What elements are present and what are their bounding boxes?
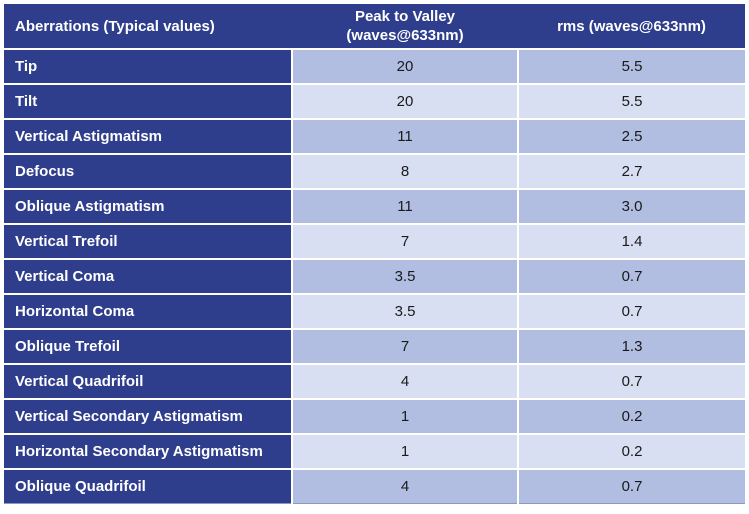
table-row: Defocus 8 2.7 <box>4 153 745 189</box>
aberrations-table: Aberrations (Typical values) Peak to Val… <box>4 4 745 504</box>
rms-value-cell: 2.7 <box>517 153 745 189</box>
rms-value-cell: 1.4 <box>517 223 745 259</box>
pv-value-cell: 1 <box>291 433 518 469</box>
table-row: Vertical Secondary Astigmatism 1 0.2 <box>4 398 745 434</box>
pv-value-cell: 3.5 <box>291 258 518 294</box>
pv-value-cell: 4 <box>291 363 518 399</box>
pv-value-cell: 3.5 <box>291 293 518 329</box>
rms-value-cell: 0.7 <box>517 293 745 329</box>
rms-value-cell: 0.7 <box>517 468 745 504</box>
table-row: Oblique Astigmatism 11 3.0 <box>4 188 745 224</box>
table-row: Tip 20 5.5 <box>4 48 745 84</box>
pv-value-cell: 1 <box>291 398 518 434</box>
header-rms: rms (waves@633nm) <box>518 4 745 49</box>
table-row: Oblique Quadrifoil 4 0.7 <box>4 468 745 504</box>
table-row: Vertical Coma 3.5 0.7 <box>4 258 745 294</box>
table-row: Vertical Astigmatism 11 2.5 <box>4 118 745 154</box>
rms-value-cell: 3.0 <box>517 188 745 224</box>
header-row: Aberrations (Typical values) Peak to Val… <box>4 4 745 49</box>
rms-value-cell: 5.5 <box>517 48 745 84</box>
pv-value-cell: 11 <box>291 118 518 154</box>
aberration-name-cell: Vertical Quadrifoil <box>4 363 292 399</box>
table-row: Oblique Trefoil 7 1.3 <box>4 328 745 364</box>
aberration-name-cell: Vertical Coma <box>4 258 292 294</box>
aberration-name-cell: Defocus <box>4 153 292 189</box>
pv-value-cell: 7 <box>291 328 518 364</box>
table-body: Tip 20 5.5 Tilt 20 5.5 Vertical Astigmat… <box>4 48 745 504</box>
table-row: Horizontal Coma 3.5 0.7 <box>4 293 745 329</box>
rms-value-cell: 2.5 <box>517 118 745 154</box>
header-peak-to-valley-line1: Peak to Valley <box>354 8 456 25</box>
rms-value-cell: 1.3 <box>517 328 745 364</box>
rms-value-cell: 0.2 <box>517 433 745 469</box>
table-row: Vertical Quadrifoil 4 0.7 <box>4 363 745 399</box>
aberration-name-cell: Oblique Trefoil <box>4 328 292 364</box>
aberration-name-cell: Oblique Astigmatism <box>4 188 292 224</box>
header-peak-to-valley: Peak to Valley (waves@633nm) <box>292 4 518 49</box>
table-row: Tilt 20 5.5 <box>4 83 745 119</box>
aberration-name-cell: Tip <box>4 48 292 84</box>
table-row: Horizontal Secondary Astigmatism 1 0.2 <box>4 433 745 469</box>
rms-value-cell: 0.2 <box>517 398 745 434</box>
header-peak-to-valley-line2: (waves@633nm) <box>346 27 464 44</box>
pv-value-cell: 11 <box>291 188 518 224</box>
aberration-name-cell: Oblique Quadrifoil <box>4 468 292 504</box>
table-row: Vertical Trefoil 7 1.4 <box>4 223 745 259</box>
pv-value-cell: 20 <box>291 83 518 119</box>
pv-value-cell: 7 <box>291 223 518 259</box>
table-header: Aberrations (Typical values) Peak to Val… <box>4 4 745 49</box>
rms-value-cell: 0.7 <box>517 363 745 399</box>
aberration-name-cell: Vertical Secondary Astigmatism <box>4 398 292 434</box>
pv-value-cell: 8 <box>291 153 518 189</box>
aberration-name-cell: Horizontal Secondary Astigmatism <box>4 433 292 469</box>
rms-value-cell: 5.5 <box>517 83 745 119</box>
rms-value-cell: 0.7 <box>517 258 745 294</box>
aberration-name-cell: Tilt <box>4 83 292 119</box>
aberration-name-cell: Vertical Trefoil <box>4 223 292 259</box>
header-aberrations: Aberrations (Typical values) <box>4 4 292 49</box>
pv-value-cell: 4 <box>291 468 518 504</box>
aberration-name-cell: Vertical Astigmatism <box>4 118 292 154</box>
aberration-name-cell: Horizontal Coma <box>4 293 292 329</box>
pv-value-cell: 20 <box>291 48 518 84</box>
